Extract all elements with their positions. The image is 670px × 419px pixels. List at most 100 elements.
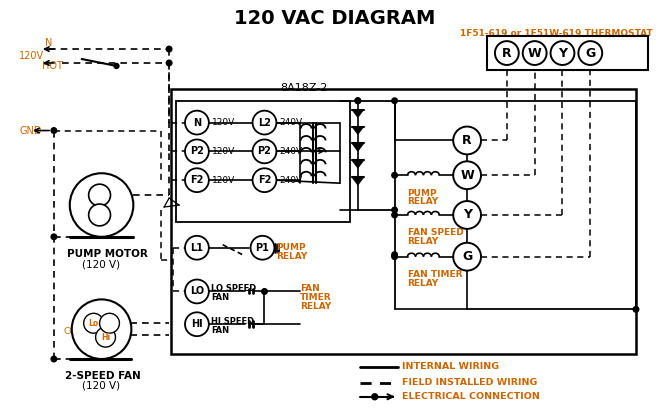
Circle shape bbox=[355, 98, 360, 103]
Text: RELAY: RELAY bbox=[407, 197, 439, 206]
Text: INTERNAL WIRING: INTERNAL WIRING bbox=[401, 362, 498, 372]
Text: 120V: 120V bbox=[19, 51, 44, 61]
Text: RELAY: RELAY bbox=[277, 252, 308, 261]
Circle shape bbox=[51, 234, 57, 240]
Circle shape bbox=[185, 140, 209, 163]
Text: PUMP MOTOR: PUMP MOTOR bbox=[67, 249, 147, 259]
Polygon shape bbox=[352, 127, 364, 134]
Text: FAN: FAN bbox=[211, 293, 229, 303]
Circle shape bbox=[185, 111, 209, 134]
Text: 120V: 120V bbox=[212, 147, 235, 156]
Text: 240V: 240V bbox=[279, 176, 302, 185]
Text: (120 V): (120 V) bbox=[82, 260, 121, 270]
Text: W: W bbox=[460, 169, 474, 182]
Bar bbox=[171, 89, 636, 354]
Polygon shape bbox=[352, 177, 364, 185]
Text: (120 V): (120 V) bbox=[82, 381, 121, 391]
Bar bbox=[487, 36, 648, 70]
Circle shape bbox=[453, 161, 481, 189]
Text: HOT: HOT bbox=[42, 61, 63, 71]
Circle shape bbox=[453, 127, 481, 154]
Circle shape bbox=[185, 168, 209, 192]
Text: P1: P1 bbox=[255, 243, 269, 253]
Text: N: N bbox=[45, 38, 53, 48]
Circle shape bbox=[84, 313, 104, 333]
Text: Y: Y bbox=[558, 47, 567, 59]
Circle shape bbox=[453, 243, 481, 271]
Circle shape bbox=[166, 60, 172, 66]
Text: LO SPEED: LO SPEED bbox=[211, 285, 256, 293]
Text: G: G bbox=[585, 47, 596, 59]
Text: GND: GND bbox=[19, 126, 42, 135]
Circle shape bbox=[453, 201, 481, 229]
Text: RELAY: RELAY bbox=[407, 279, 439, 287]
Text: Y: Y bbox=[462, 209, 472, 222]
Text: RELAY: RELAY bbox=[407, 237, 439, 246]
Text: FAN: FAN bbox=[211, 326, 229, 335]
Text: R: R bbox=[462, 134, 472, 147]
Circle shape bbox=[392, 252, 397, 258]
Text: G: G bbox=[462, 250, 472, 263]
Text: F2: F2 bbox=[190, 175, 204, 185]
Text: W: W bbox=[528, 47, 541, 59]
Text: ELECTRICAL CONNECTION: ELECTRICAL CONNECTION bbox=[401, 392, 539, 401]
Text: Lo: Lo bbox=[88, 319, 98, 328]
Text: COM: COM bbox=[64, 327, 85, 336]
Circle shape bbox=[495, 41, 519, 65]
Text: 120 VAC DIAGRAM: 120 VAC DIAGRAM bbox=[234, 9, 436, 28]
Circle shape bbox=[392, 254, 397, 259]
Text: FAN SPEED: FAN SPEED bbox=[407, 228, 463, 237]
Text: 2-SPEED FAN: 2-SPEED FAN bbox=[65, 371, 141, 381]
Circle shape bbox=[70, 173, 133, 237]
Circle shape bbox=[185, 236, 209, 260]
Circle shape bbox=[551, 41, 574, 65]
Text: 240V: 240V bbox=[279, 118, 302, 127]
Text: FAN TIMER: FAN TIMER bbox=[407, 269, 462, 279]
Text: PUMP: PUMP bbox=[407, 189, 437, 198]
Circle shape bbox=[392, 207, 397, 213]
Text: 240V: 240V bbox=[279, 147, 302, 156]
Text: FAN: FAN bbox=[300, 285, 320, 293]
Circle shape bbox=[392, 173, 397, 178]
Circle shape bbox=[372, 394, 378, 400]
Circle shape bbox=[51, 128, 57, 133]
Circle shape bbox=[88, 184, 111, 206]
Text: F2: F2 bbox=[258, 175, 271, 185]
Circle shape bbox=[185, 312, 209, 336]
Circle shape bbox=[253, 111, 277, 134]
Text: 1F51-619 or 1F51W-619 THERMOSTAT: 1F51-619 or 1F51W-619 THERMOSTAT bbox=[460, 29, 653, 38]
Text: L2: L2 bbox=[258, 118, 271, 127]
Polygon shape bbox=[352, 143, 364, 151]
Circle shape bbox=[96, 327, 115, 347]
Circle shape bbox=[523, 41, 547, 65]
Text: 120V: 120V bbox=[212, 176, 235, 185]
Text: RELAY: RELAY bbox=[300, 303, 332, 311]
Text: R: R bbox=[502, 47, 512, 59]
Text: LO: LO bbox=[190, 287, 204, 297]
Circle shape bbox=[392, 212, 397, 218]
Circle shape bbox=[88, 204, 111, 226]
Bar bbox=[176, 101, 350, 222]
Circle shape bbox=[253, 140, 277, 163]
Circle shape bbox=[114, 63, 119, 68]
Text: 120V: 120V bbox=[212, 118, 235, 127]
Circle shape bbox=[253, 168, 277, 192]
Circle shape bbox=[251, 236, 275, 260]
Circle shape bbox=[185, 279, 209, 303]
Text: N: N bbox=[193, 118, 201, 127]
Circle shape bbox=[100, 313, 119, 333]
Circle shape bbox=[72, 300, 131, 359]
Polygon shape bbox=[352, 110, 364, 118]
Text: P2: P2 bbox=[257, 146, 271, 156]
Circle shape bbox=[633, 307, 639, 312]
Circle shape bbox=[392, 98, 397, 103]
Text: Hi: Hi bbox=[101, 333, 110, 341]
Text: TIMER: TIMER bbox=[300, 293, 332, 303]
Text: P2: P2 bbox=[190, 146, 204, 156]
Circle shape bbox=[262, 289, 267, 294]
Polygon shape bbox=[352, 160, 364, 168]
Circle shape bbox=[355, 98, 360, 103]
Text: HI SPEED: HI SPEED bbox=[211, 317, 254, 326]
Text: 8A18Z-2: 8A18Z-2 bbox=[280, 83, 328, 93]
Text: L1: L1 bbox=[190, 243, 204, 253]
